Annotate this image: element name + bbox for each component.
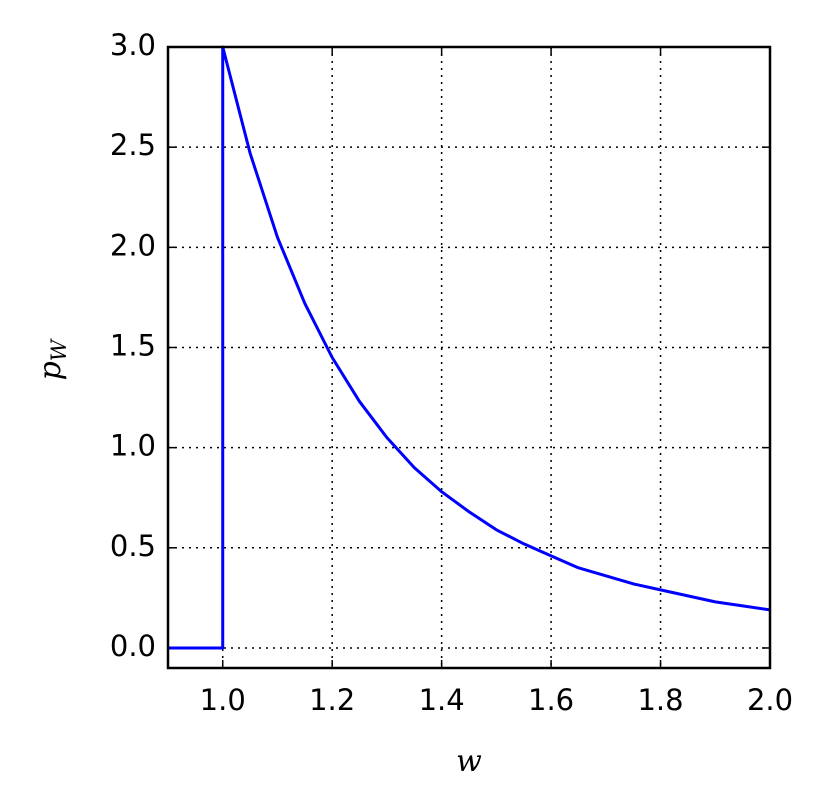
y-tick-label: 3.0: [110, 28, 156, 62]
data-line: [168, 45, 771, 650]
y-tick-label: 2.0: [110, 228, 156, 262]
y-tick-label: 2.5: [110, 128, 156, 162]
x-tick-label: 2.0: [747, 683, 793, 717]
x-tick-label: 1.0: [200, 683, 246, 717]
y-label-base: p: [33, 361, 68, 380]
y-label-subscript: W: [47, 337, 71, 361]
y-tick-label: 1.5: [110, 328, 156, 362]
plot-frame: [166, 45, 772, 670]
y-tick-label: 1.0: [110, 429, 156, 463]
y-tick-label: 0.5: [110, 529, 156, 563]
x-tick-label: 1.4: [419, 683, 465, 717]
x-axis-label: w: [456, 744, 482, 779]
y-axis-label: pW: [33, 337, 71, 380]
y-tick-label: 0.0: [110, 629, 156, 663]
x-tick-label: 1.8: [637, 683, 683, 717]
x-tick-label: 1.2: [309, 683, 355, 717]
x-tick-label: 1.6: [528, 683, 574, 717]
